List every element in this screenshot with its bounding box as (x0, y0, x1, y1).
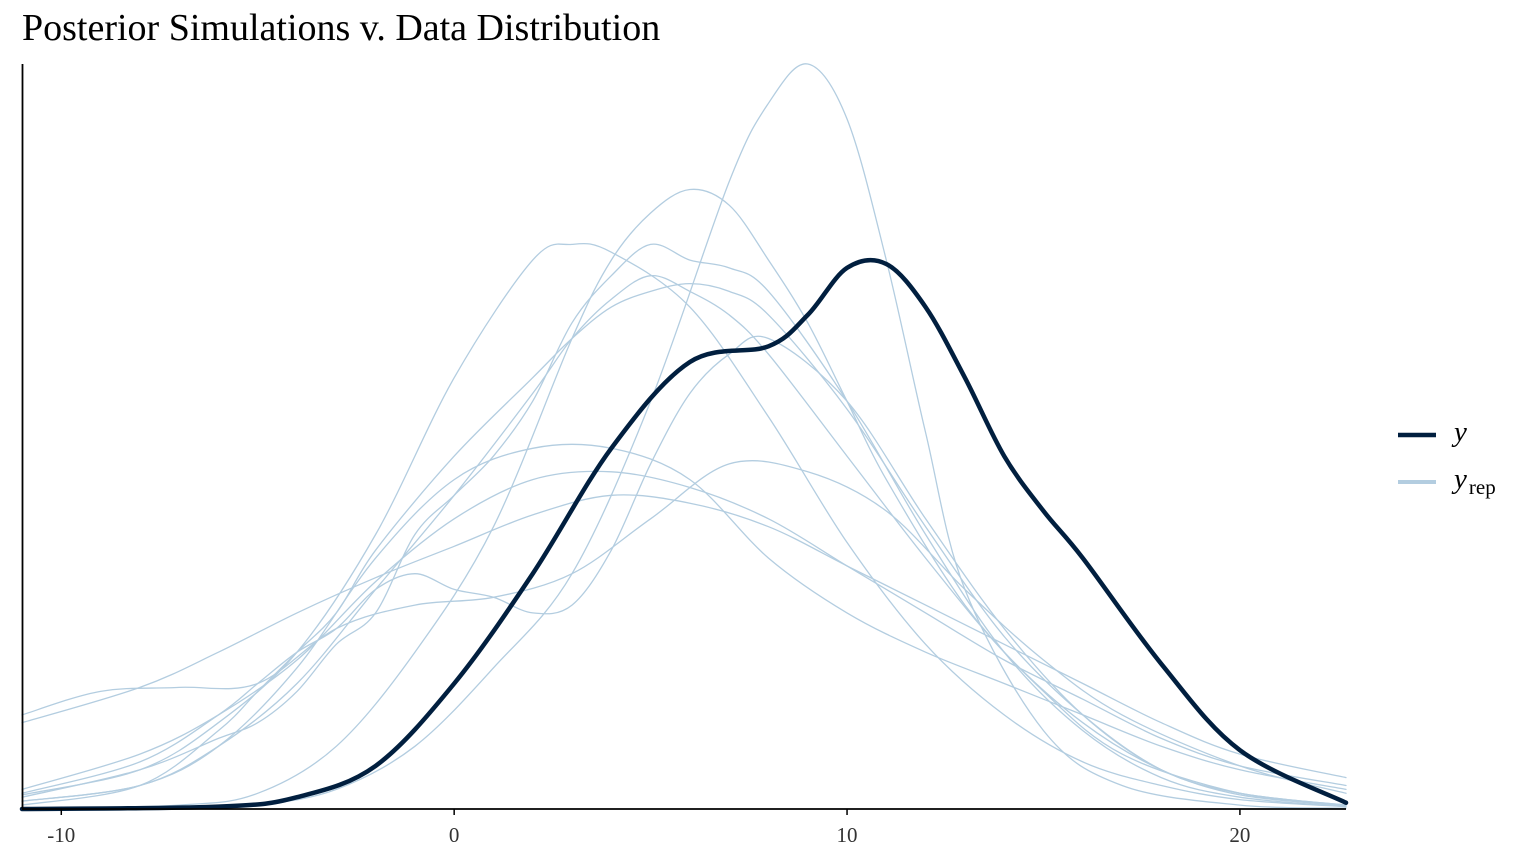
legend-label-main: y (1451, 416, 1467, 448)
series-layer (19, 63, 1349, 812)
legend-label-main: y (1451, 463, 1467, 495)
chart-title: Posterior Simulations v. Data Distributi… (22, 7, 661, 49)
x-tick-label: 20 (1229, 823, 1250, 847)
x-tick-label: 0 (449, 823, 460, 847)
x-tick-label: -10 (47, 823, 75, 847)
density-line-yrep-11 (21, 243, 1347, 808)
legend-label-yrep: yrep (1451, 463, 1496, 499)
density-line-y (19, 257, 1349, 812)
density-line-yrep-5 (21, 282, 1347, 806)
x-ticks: -10 0 10 20 (47, 809, 1250, 847)
legend-label-y: y (1451, 416, 1467, 448)
density-line-yrep-3 (21, 242, 1347, 808)
density-line-yrep-6 (21, 494, 1347, 779)
density-line-yrep-10 (21, 335, 1347, 806)
density-line-yrep-8 (21, 443, 1347, 802)
x-tick-label: 10 (837, 823, 858, 847)
density-line-yrep-4 (21, 275, 1347, 807)
density-line-yrep-1 (21, 63, 1347, 810)
density-line-yrep-2 (21, 188, 1347, 810)
legend-label-subscript: rep (1469, 475, 1496, 499)
density-line-yrep-9 (21, 460, 1347, 794)
